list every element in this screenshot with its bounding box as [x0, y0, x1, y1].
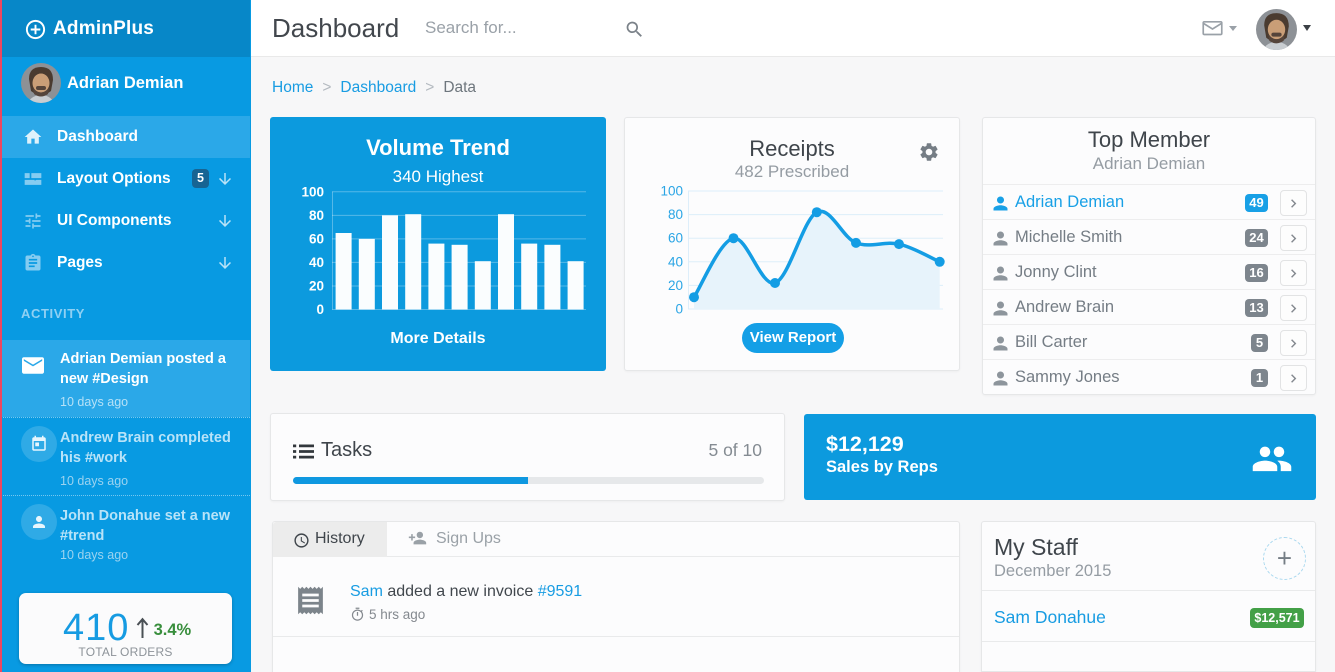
svg-text:0: 0: [316, 302, 324, 317]
svg-text:60: 60: [309, 231, 324, 246]
svg-text:20: 20: [309, 279, 324, 294]
svg-text:0: 0: [675, 302, 683, 317]
svg-text:100: 100: [660, 184, 683, 199]
svg-text:40: 40: [309, 255, 324, 270]
svg-text:80: 80: [309, 208, 324, 223]
svg-text:20: 20: [668, 278, 683, 293]
svg-text:60: 60: [668, 231, 683, 246]
svg-text:80: 80: [668, 207, 683, 222]
svg-text:100: 100: [301, 184, 324, 199]
svg-text:40: 40: [668, 254, 683, 269]
